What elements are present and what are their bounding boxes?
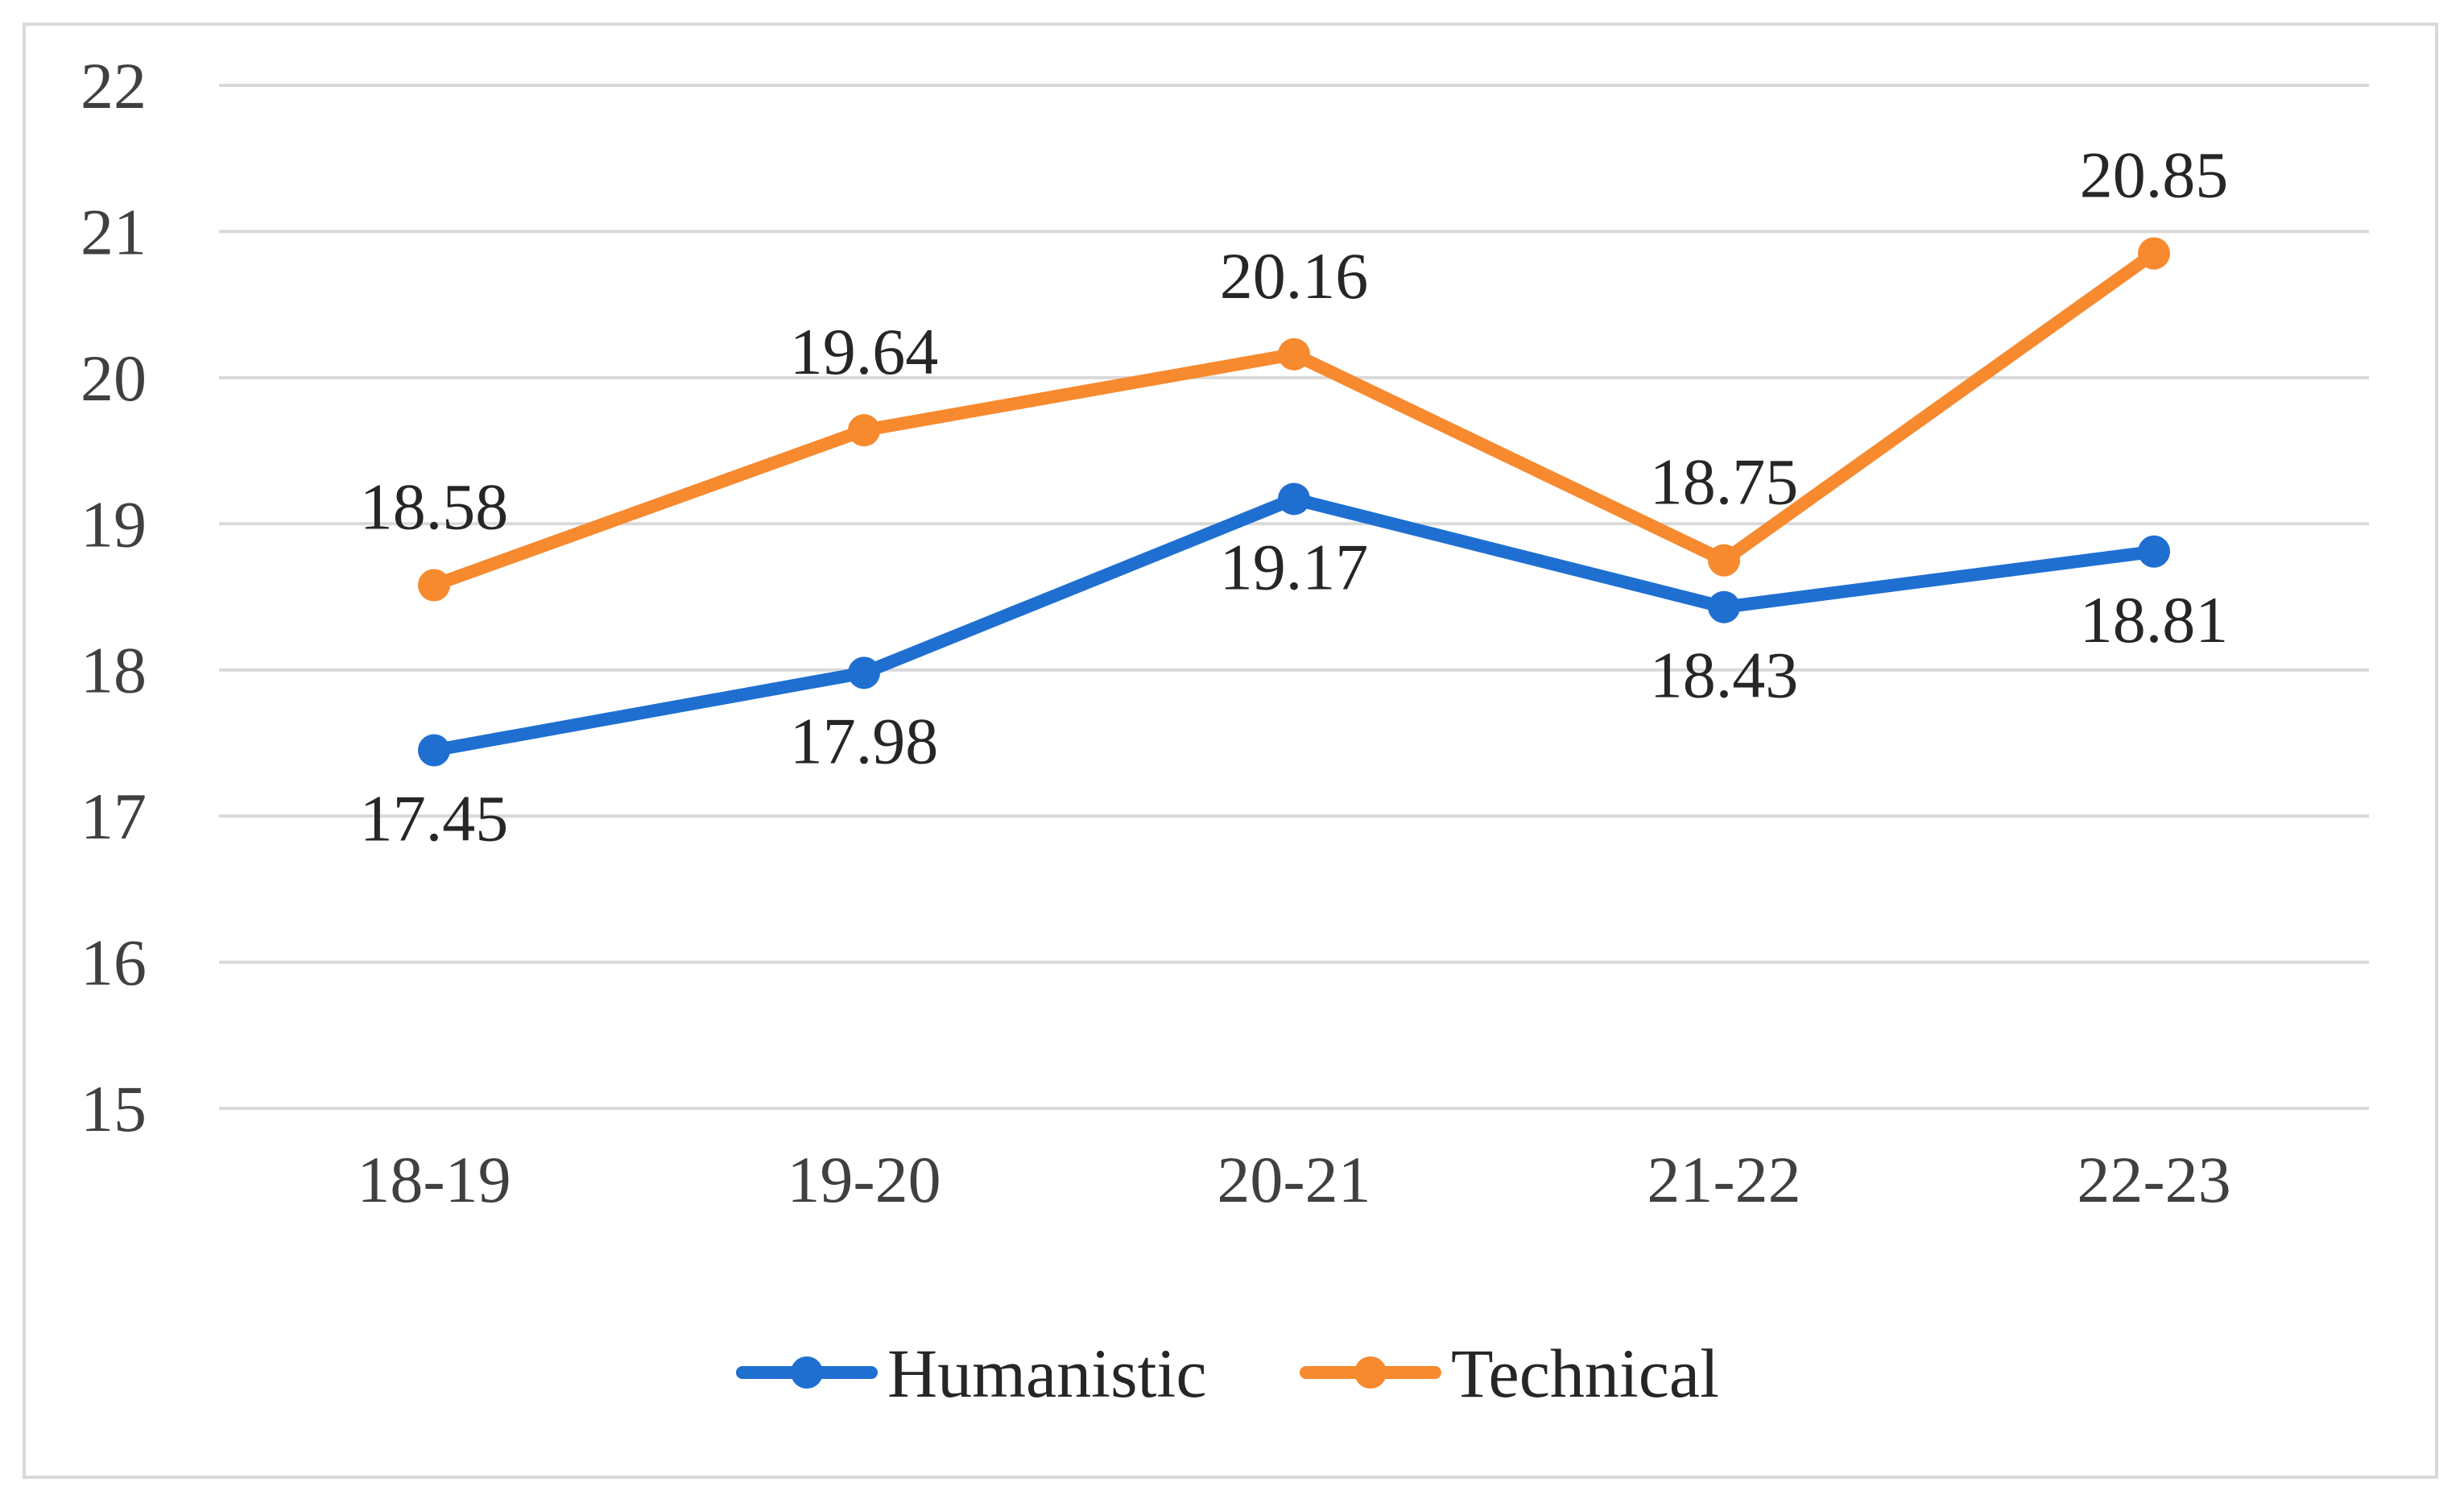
- x-tick-label: 18-19: [357, 1143, 511, 1216]
- y-tick-label: 15: [81, 1072, 147, 1145]
- x-tick-label: 19-20: [787, 1143, 941, 1216]
- y-tick-label: 19: [81, 487, 147, 561]
- x-axis-tick-labels: 18-19 19-20 20-21 21-22 22-23: [357, 1143, 2230, 1216]
- y-tick-label: 20: [81, 342, 147, 415]
- legend-marker-humanistic: [791, 1356, 823, 1389]
- data-label-technical: 18.58: [360, 470, 509, 543]
- series-layer: [418, 237, 2170, 767]
- legend-item-technical: Technical: [1300, 1335, 1719, 1412]
- gridlines: [219, 84, 2369, 1110]
- y-tick-label: 21: [81, 195, 147, 268]
- data-point-humanistic: [1278, 482, 1310, 515]
- y-axis-tick-labels: 15 16 17 18 19 20 21 22: [81, 49, 147, 1145]
- data-label-technical: 20.16: [1220, 239, 1369, 313]
- y-tick-label: 18: [81, 634, 147, 707]
- y-tick-label: 17: [81, 780, 147, 853]
- legend-label-humanistic: Humanistic: [887, 1335, 1207, 1412]
- data-label-humanistic: 17.98: [790, 704, 939, 777]
- data-label-technical: 19.64: [790, 315, 939, 388]
- data-point-humanistic: [418, 734, 450, 767]
- data-point-technical: [848, 414, 880, 447]
- line-chart: 15 16 17 18 19 20 21 22 18-19 19-20 20-21 21-22 22-…: [81, 49, 2369, 1412]
- data-point-humanistic: [848, 656, 880, 689]
- legend-marker-technical: [1354, 1356, 1387, 1389]
- data-label-humanistic: 18.43: [1650, 639, 1799, 712]
- data-label-technical: 18.75: [1650, 445, 1799, 519]
- data-label-humanistic: 17.45: [360, 782, 509, 855]
- data-labels: 17.45 17.98 19.17 18.43 18.81 18.58 19.64 20.16…: [360, 139, 2229, 855]
- data-point-technical: [1278, 337, 1310, 371]
- data-label-humanistic: 19.17: [1220, 530, 1369, 603]
- x-tick-label: 22-23: [2077, 1143, 2230, 1216]
- data-point-technical: [1708, 544, 1740, 577]
- x-tick-label: 20-21: [1217, 1143, 1370, 1216]
- legend-item-humanistic: Humanistic: [736, 1335, 1207, 1412]
- y-tick-label: 16: [81, 926, 147, 1000]
- data-point-humanistic: [2138, 535, 2170, 568]
- legend: Humanistic Technical: [736, 1335, 1719, 1412]
- data-point-technical: [2138, 237, 2170, 270]
- x-tick-label: 21-22: [1647, 1143, 1800, 1216]
- data-point-humanistic: [1708, 590, 1740, 623]
- legend-label-technical: Technical: [1451, 1335, 1719, 1412]
- data-point-technical: [418, 569, 450, 602]
- data-label-humanistic: 18.81: [2080, 583, 2229, 656]
- data-label-technical: 20.85: [2080, 139, 2229, 212]
- chart-frame: 15 16 17 18 19 20 21 22 18-19 19-20 20-21 21-22 22-…: [23, 23, 2438, 1479]
- y-tick-label: 22: [81, 49, 147, 122]
